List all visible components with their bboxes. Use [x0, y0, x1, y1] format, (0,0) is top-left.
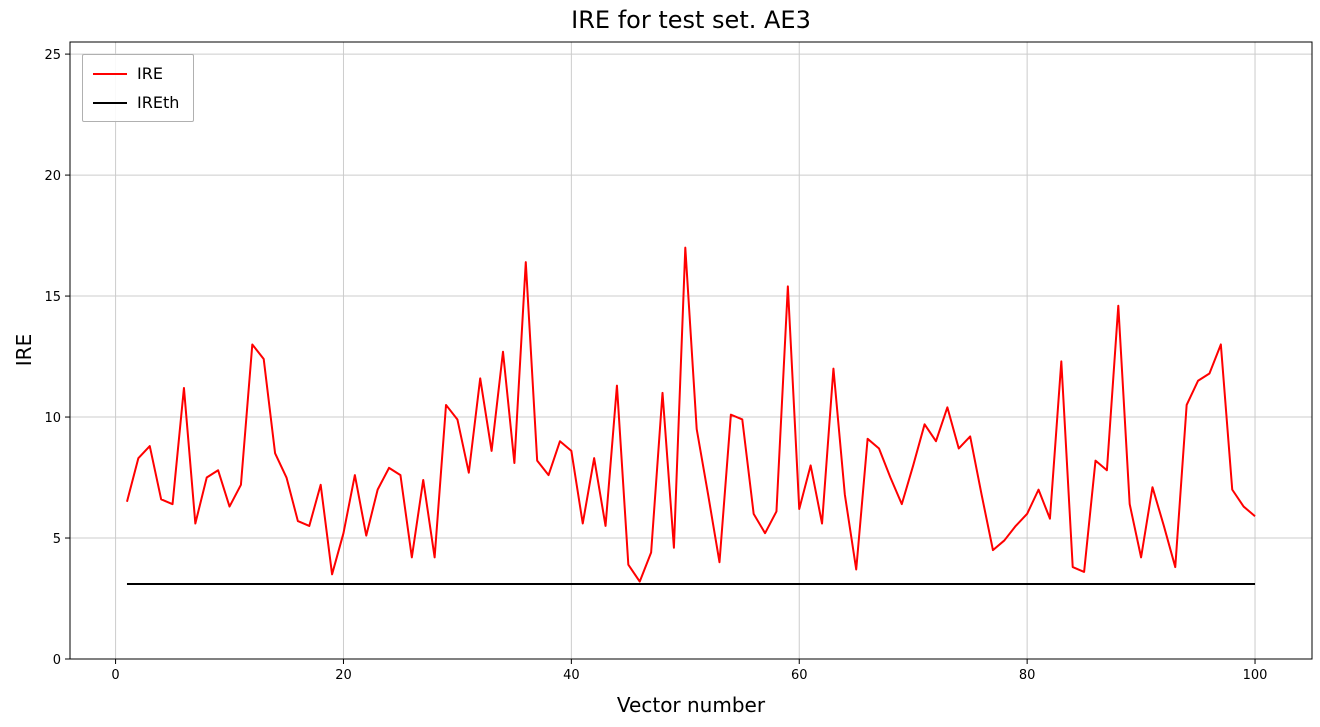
- x-tick-label: 60: [791, 668, 808, 683]
- x-tick-label: 40: [563, 668, 580, 683]
- x-tick-label: 20: [335, 668, 352, 683]
- x-tick-label: 100: [1243, 668, 1268, 683]
- series-line-ire: [126, 246, 1256, 583]
- plot-frame: [69, 41, 1313, 660]
- y-tick-label: 10: [44, 411, 61, 426]
- x-axis-label: Vector number: [616, 693, 766, 717]
- y-tick-label: 0: [53, 653, 61, 668]
- x-tick-label: 0: [111, 668, 119, 683]
- legend-item-ireth: IREth: [93, 93, 179, 112]
- legend-label-ire: IRE: [137, 64, 163, 83]
- legend-label-ireth: IREth: [137, 93, 180, 112]
- y-tick-label: 15: [44, 290, 61, 305]
- legend-item-ire: IRE: [93, 64, 179, 83]
- y-tick-label: 20: [44, 169, 61, 184]
- legend: IRE IREth: [82, 54, 195, 122]
- chart-title: IRE for test set. AE3: [571, 6, 811, 34]
- ireth-line-swatch-icon: [93, 101, 127, 104]
- y-tick-label: 25: [44, 48, 61, 63]
- y-tick-label: 5: [53, 532, 61, 547]
- ire-line-swatch-icon: [93, 72, 127, 75]
- x-tick-label: 80: [1019, 668, 1036, 683]
